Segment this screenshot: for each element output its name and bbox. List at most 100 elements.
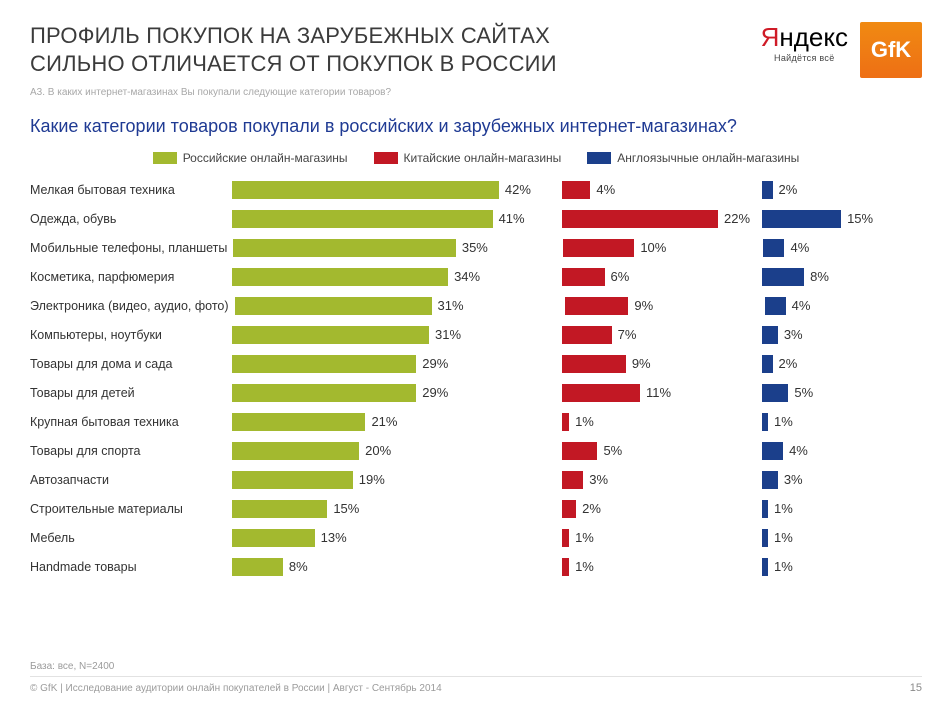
bar-cell-en: 2% xyxy=(762,181,922,199)
bar-value-en: 8% xyxy=(810,269,829,284)
header: ПРОФИЛЬ ПОКУПОК НА ЗАРУБЕЖНЫХ САЙТАХ СИЛ… xyxy=(30,22,922,98)
bar-value-ru: 20% xyxy=(365,443,391,458)
bar-cell-en: 2% xyxy=(762,355,922,373)
title-block: ПРОФИЛЬ ПОКУПОК НА ЗАРУБЕЖНЫХ САЙТАХ СИЛ… xyxy=(30,22,557,98)
bar-group: 42% 4% 2% xyxy=(232,181,922,199)
bar-cell-cn: 22% xyxy=(562,210,762,228)
bar-cell-ru: 13% xyxy=(232,529,562,547)
bar-value-en: 5% xyxy=(794,385,813,400)
bar-value-ru: 42% xyxy=(505,182,531,197)
bar-value-cn: 9% xyxy=(632,356,651,371)
bar-cn xyxy=(562,442,597,460)
yandex-wordmark: Яндекс xyxy=(761,22,848,53)
chart-row: Косметика, парфюмерия34%6%8% xyxy=(30,262,922,291)
chart-row: Мебель13%1%1% xyxy=(30,523,922,552)
bar-ru xyxy=(232,355,416,373)
bar-cell-ru: 29% xyxy=(232,384,562,402)
row-label: Товары для детей xyxy=(30,386,232,400)
bar-cell-en: 1% xyxy=(762,413,922,431)
bar-cell-ru: 35% xyxy=(233,239,563,257)
bar-value-ru: 8% xyxy=(289,559,308,574)
row-label: Мобильные телефоны, планшеты xyxy=(30,241,233,255)
bar-cell-cn: 9% xyxy=(565,297,765,315)
bar-value-ru: 41% xyxy=(499,211,525,226)
bar-cell-ru: 31% xyxy=(232,326,562,344)
bar-ru xyxy=(232,384,416,402)
yandex-prefix: Я xyxy=(761,22,780,52)
legend: Российские онлайн-магазиныКитайские онла… xyxy=(30,151,922,165)
bar-cn xyxy=(562,558,569,576)
bar-value-en: 3% xyxy=(784,327,803,342)
bar-cell-en: 3% xyxy=(762,471,922,489)
legend-swatch xyxy=(587,152,611,164)
bar-cell-ru: 29% xyxy=(232,355,562,373)
bar-cell-ru: 19% xyxy=(232,471,562,489)
title-line-1: ПРОФИЛЬ ПОКУПОК НА ЗАРУБЕЖНЫХ САЙТАХ xyxy=(30,23,550,48)
bar-value-cn: 2% xyxy=(582,501,601,516)
chart-row: Товары для детей 29% 11% 5% xyxy=(30,378,922,407)
bar-group: 15% 2% 1% xyxy=(232,500,922,518)
bar-cell-cn: 11% xyxy=(562,384,762,402)
row-label: Товары для спорта xyxy=(30,444,232,458)
bar-value-cn: 7% xyxy=(618,327,637,342)
bar-en xyxy=(762,558,768,576)
bar-value-en: 1% xyxy=(774,501,793,516)
chart-subtitle: Какие категории товаров покупали в росси… xyxy=(30,116,922,137)
bar-ru xyxy=(232,326,429,344)
row-label: Косметика, парфюмерия xyxy=(30,270,232,284)
bar-ru xyxy=(235,297,432,315)
bar-cell-cn: 3% xyxy=(562,471,762,489)
bar-cn xyxy=(562,529,569,547)
bar-value-en: 1% xyxy=(774,559,793,574)
legend-swatch xyxy=(153,152,177,164)
chart-row: Крупная бытовая техника21%1%1% xyxy=(30,407,922,436)
bar-value-cn: 1% xyxy=(575,530,594,545)
bar-en xyxy=(762,268,804,286)
bar-cell-ru: 41% xyxy=(232,210,562,228)
chart-row: Строительные материалы15%2%1% xyxy=(30,494,922,523)
bar-ru xyxy=(233,239,455,257)
bar-value-cn: 4% xyxy=(596,182,615,197)
bar-cell-en: 1% xyxy=(762,529,922,547)
footer-credit: © GfK | Исследование аудитории онлайн по… xyxy=(30,683,922,694)
row-label: Мелкая бытовая техника xyxy=(30,183,232,197)
bar-value-ru: 21% xyxy=(371,414,397,429)
bar-cell-cn: 1% xyxy=(562,529,762,547)
bar-cn xyxy=(562,500,576,518)
row-label: Крупная бытовая техника xyxy=(30,415,232,429)
bar-value-en: 1% xyxy=(774,530,793,545)
bar-group: 29% 11% 5% xyxy=(232,384,922,402)
main-title: ПРОФИЛЬ ПОКУПОК НА ЗАРУБЕЖНЫХ САЙТАХ СИЛ… xyxy=(30,22,557,77)
bar-cell-cn: 6% xyxy=(562,268,762,286)
bar-ru xyxy=(232,442,359,460)
bar-value-en: 15% xyxy=(847,211,873,226)
legend-label: Китайские онлайн-магазины xyxy=(404,151,562,165)
bar-cell-cn: 5% xyxy=(562,442,762,460)
bar-en xyxy=(762,210,841,228)
bar-value-en: 4% xyxy=(792,298,811,313)
bar-en xyxy=(765,297,786,315)
bar-cn xyxy=(562,210,718,228)
bar-cn xyxy=(562,471,583,489)
bar-cell-cn: 2% xyxy=(562,500,762,518)
bar-cell-ru: 20% xyxy=(232,442,562,460)
bar-value-cn: 10% xyxy=(640,240,666,255)
legend-label: Англоязычные онлайн-магазины xyxy=(617,151,799,165)
footer-base: База: все, N=2400 xyxy=(30,661,922,672)
bar-value-ru: 29% xyxy=(422,385,448,400)
bar-cell-ru: 15% xyxy=(232,500,562,518)
chart-row: Мобильные телефоны, планшеты35% 10% 4% xyxy=(30,233,922,262)
bar-cn xyxy=(562,413,569,431)
bar-value-en: 4% xyxy=(790,240,809,255)
bar-cn xyxy=(562,384,640,402)
bar-value-ru: 31% xyxy=(438,298,464,313)
row-label: Handmade товары xyxy=(30,560,232,574)
bar-value-en: 4% xyxy=(789,443,808,458)
bar-value-cn: 6% xyxy=(611,269,630,284)
row-label: Электроника (видео, аудио, фото) xyxy=(30,299,235,313)
bar-ru xyxy=(232,268,448,286)
bar-value-en: 2% xyxy=(779,356,798,371)
row-label: Одежда, обувь xyxy=(30,212,232,226)
bar-cn xyxy=(565,297,629,315)
bar-group: 29% 9% 2% xyxy=(232,355,922,373)
